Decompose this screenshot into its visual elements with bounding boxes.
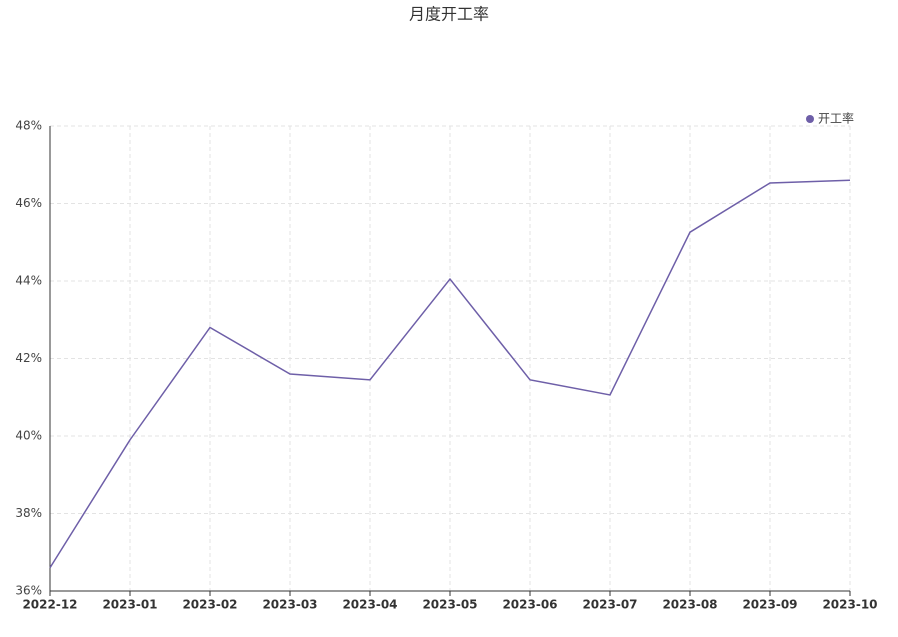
- x-tick-label: 2023-08: [662, 598, 717, 612]
- y-tick-label: 42%: [15, 351, 42, 365]
- series-line: [49, 179, 851, 569]
- x-tick-label: 2023-02: [182, 598, 237, 612]
- x-tick-label: 2023-03: [262, 598, 317, 612]
- x-tick-label: 2023-05: [422, 598, 477, 612]
- x-tick-label: 2023-07: [582, 598, 637, 612]
- y-tick-label: 40%: [15, 429, 42, 443]
- x-tick-label: 2023-01: [102, 598, 157, 612]
- x-tick-label: 2023-09: [742, 598, 797, 612]
- legend-marker: [806, 115, 814, 123]
- y-tick-label: 36%: [15, 584, 42, 598]
- legend-label: 开工率: [818, 111, 854, 126]
- x-tick-label: 2022-12: [22, 598, 77, 612]
- y-tick-label: 46%: [15, 196, 42, 210]
- chart-title: 月度开工率: [409, 5, 489, 24]
- x-tick-label: 2023-10: [822, 598, 877, 612]
- y-tick-label: 48%: [15, 119, 42, 133]
- x-tick-label: 2023-04: [342, 598, 397, 612]
- y-tick-label: 38%: [15, 506, 42, 520]
- y-tick-label: 44%: [15, 274, 42, 288]
- x-tick-label: 2023-06: [502, 598, 557, 612]
